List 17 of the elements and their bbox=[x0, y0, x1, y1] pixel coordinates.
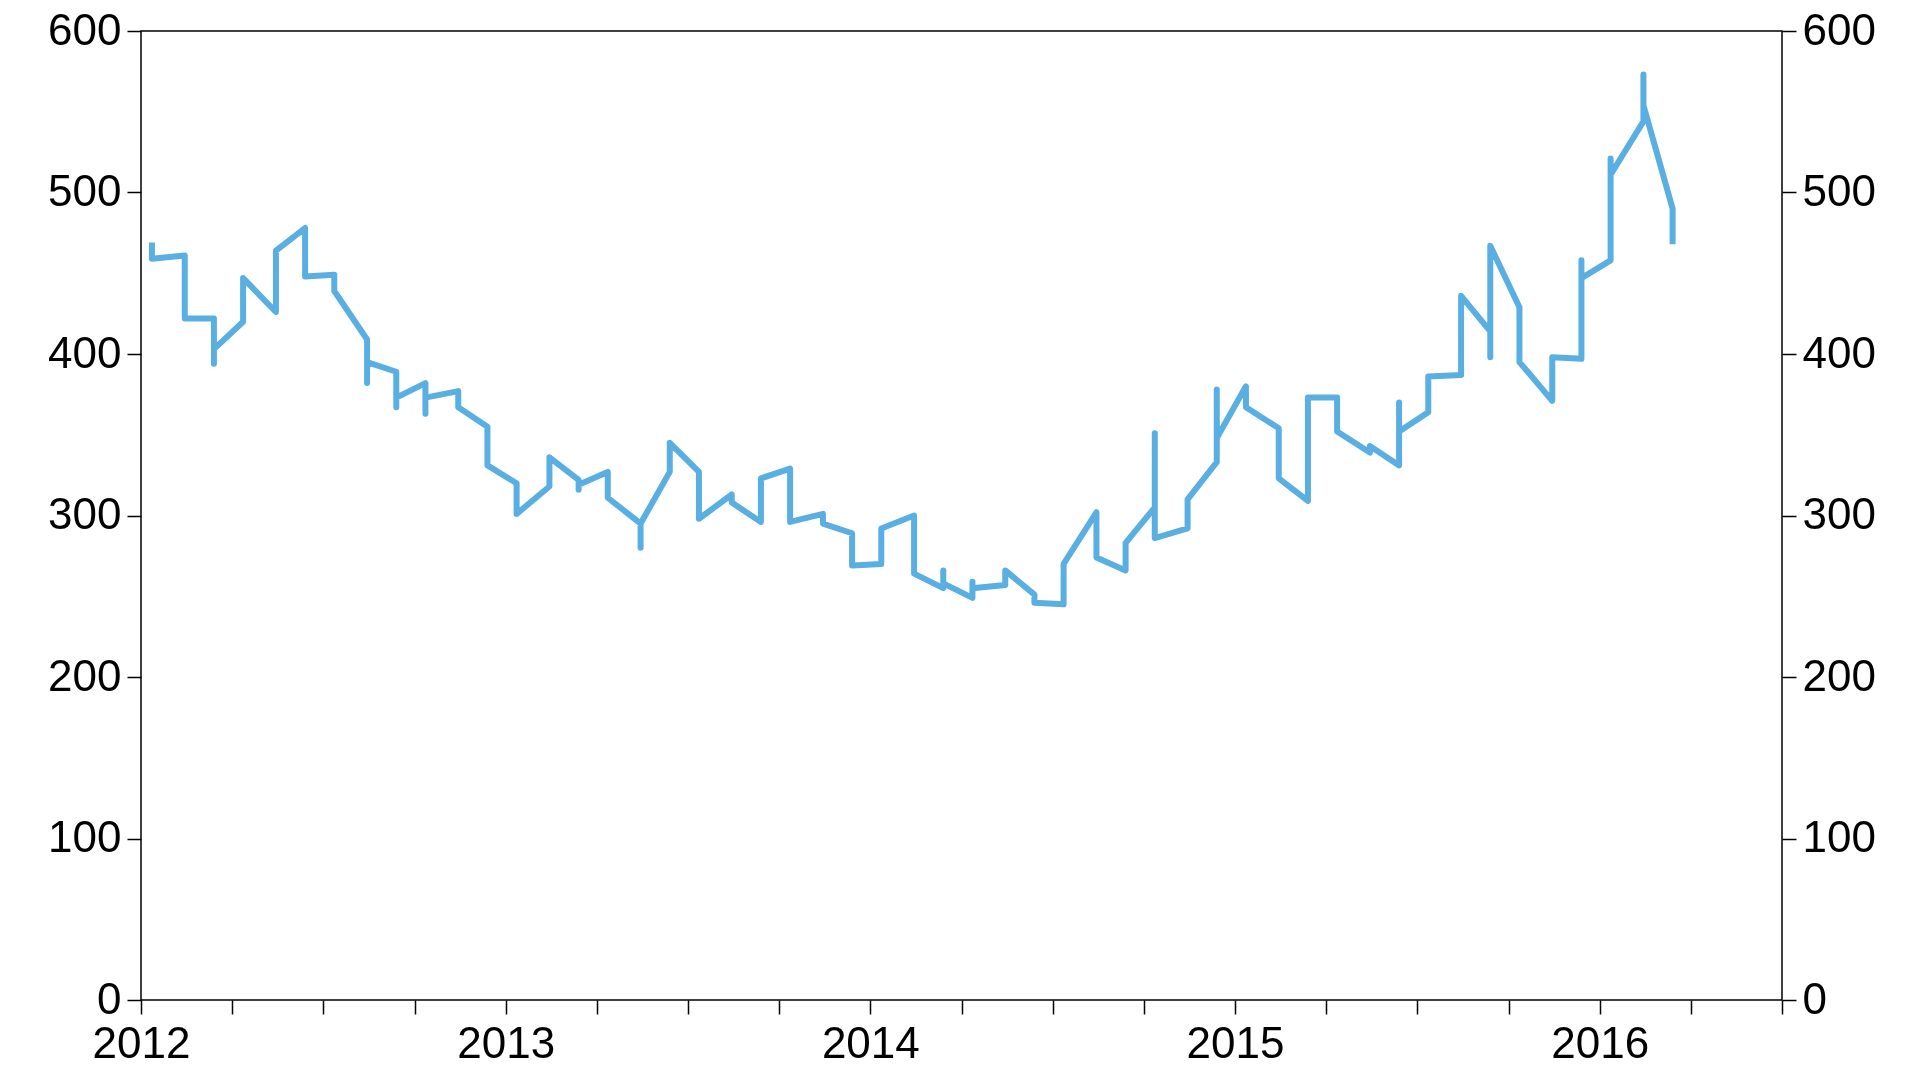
x-tick-label: 2015 bbox=[1186, 1017, 1285, 1067]
y2-tick-label: 500 bbox=[1802, 166, 1876, 215]
y2-tick-label: 0 bbox=[1802, 973, 1827, 1023]
x-tick-label: 2014 bbox=[821, 1017, 920, 1067]
y2-tick-label: 100 bbox=[1802, 812, 1876, 861]
x-tick-label: 2016 bbox=[1551, 1017, 1650, 1067]
y-tick-label: 300 bbox=[48, 489, 122, 538]
x-tick-label: 2013 bbox=[457, 1017, 556, 1067]
y2-tick-label: 200 bbox=[1802, 650, 1876, 700]
y-tick-label: 400 bbox=[48, 327, 122, 377]
y-tick-label: 100 bbox=[48, 812, 122, 861]
y-tick-label: 600 bbox=[48, 4, 122, 54]
y-tick-label: 200 bbox=[48, 650, 122, 700]
y2-tick-label: 300 bbox=[1802, 489, 1876, 538]
y2-tick-label: 400 bbox=[1802, 327, 1876, 377]
y-tick-label: 500 bbox=[48, 166, 122, 215]
y2-tick-label: 600 bbox=[1802, 4, 1876, 54]
